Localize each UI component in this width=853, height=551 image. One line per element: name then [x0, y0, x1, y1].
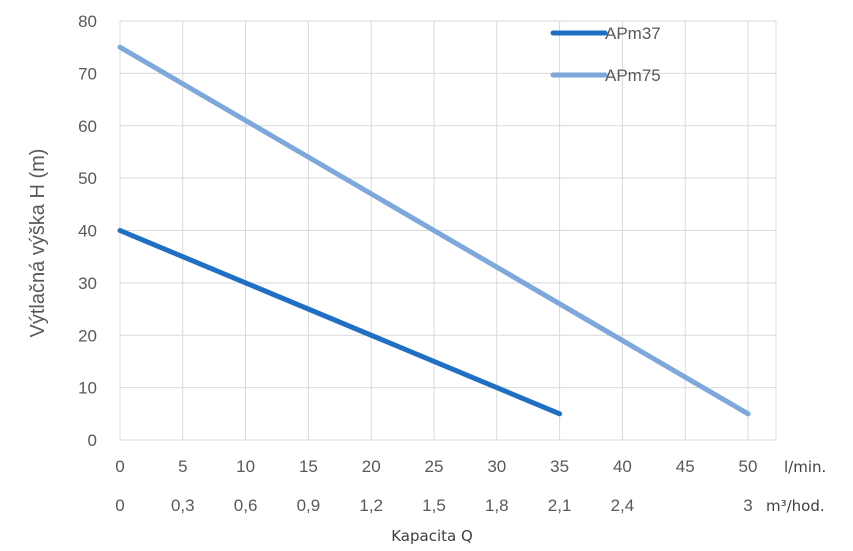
series-line-apm75: [117, 44, 751, 417]
x-tick-label-secondary: 0,3: [171, 496, 195, 515]
x-axis-unit-primary: l/min.: [784, 458, 826, 476]
series-line-apm37: [117, 228, 563, 417]
y-tick-label: 10: [78, 379, 97, 398]
x-tick-label-primary: 45: [676, 457, 695, 476]
y-tick-label: 40: [78, 222, 97, 241]
y-tick-label: 50: [78, 169, 97, 188]
grid: [119, 20, 777, 441]
x-axis-unit-secondary: m³/hod.: [766, 497, 825, 515]
x-tick-label-secondary: 1,8: [485, 496, 509, 515]
x-tick-label-primary: 10: [236, 457, 255, 476]
legend-label-apm37: APm37: [605, 24, 661, 43]
legend-item-apm37: APm37: [550, 24, 661, 43]
x-tick-label-secondary: 1,5: [422, 496, 446, 515]
y-axis-title: Výtlačná výška H (m): [27, 149, 49, 338]
x-axis-ticks-secondary: 0 0,3 0,6 0,9 1,2 1,5 1,8 2,1 2,4 3: [115, 496, 752, 515]
x-tick-label-secondary: 2,4: [611, 496, 635, 515]
y-tick-label: 60: [78, 117, 97, 136]
x-tick-label-primary: 50: [739, 457, 758, 476]
y-tick-label: 30: [78, 274, 97, 293]
x-axis-title: Kapacita Q: [391, 527, 473, 545]
y-tick-label: 20: [78, 326, 97, 345]
x-tick-label-primary: 25: [425, 457, 444, 476]
x-tick-label-secondary: 0,6: [234, 496, 258, 515]
y-tick-label: 70: [78, 64, 97, 83]
x-tick-label-secondary: 3: [743, 496, 752, 515]
y-axis-ticks: 0 10 20 30 40 50 60 70 80: [78, 12, 97, 450]
y-tick-label: 0: [88, 431, 97, 450]
x-tick-label-primary: 35: [550, 457, 569, 476]
x-axis-ticks-primary: 0 5 10 15 20 25 30 35 40 45 50: [115, 457, 757, 476]
x-tick-label-primary: 30: [487, 457, 506, 476]
legend-item-apm75: APm75: [550, 66, 661, 85]
y-tick-label: 80: [78, 12, 97, 31]
x-tick-label-primary: 20: [362, 457, 381, 476]
series-layer: [117, 44, 751, 417]
x-tick-label-primary: 15: [299, 457, 318, 476]
x-tick-label-secondary: 0: [115, 496, 124, 515]
x-tick-label-primary: 40: [613, 457, 632, 476]
x-tick-label-secondary: 0,9: [297, 496, 321, 515]
x-tick-label-secondary: 1,2: [359, 496, 383, 515]
x-tick-label-primary: 5: [178, 457, 187, 476]
legend: APm37 APm75: [550, 24, 661, 85]
x-tick-label-primary: 0: [115, 457, 124, 476]
legend-label-apm75: APm75: [605, 66, 661, 85]
x-tick-label-secondary: 2,1: [548, 496, 572, 515]
